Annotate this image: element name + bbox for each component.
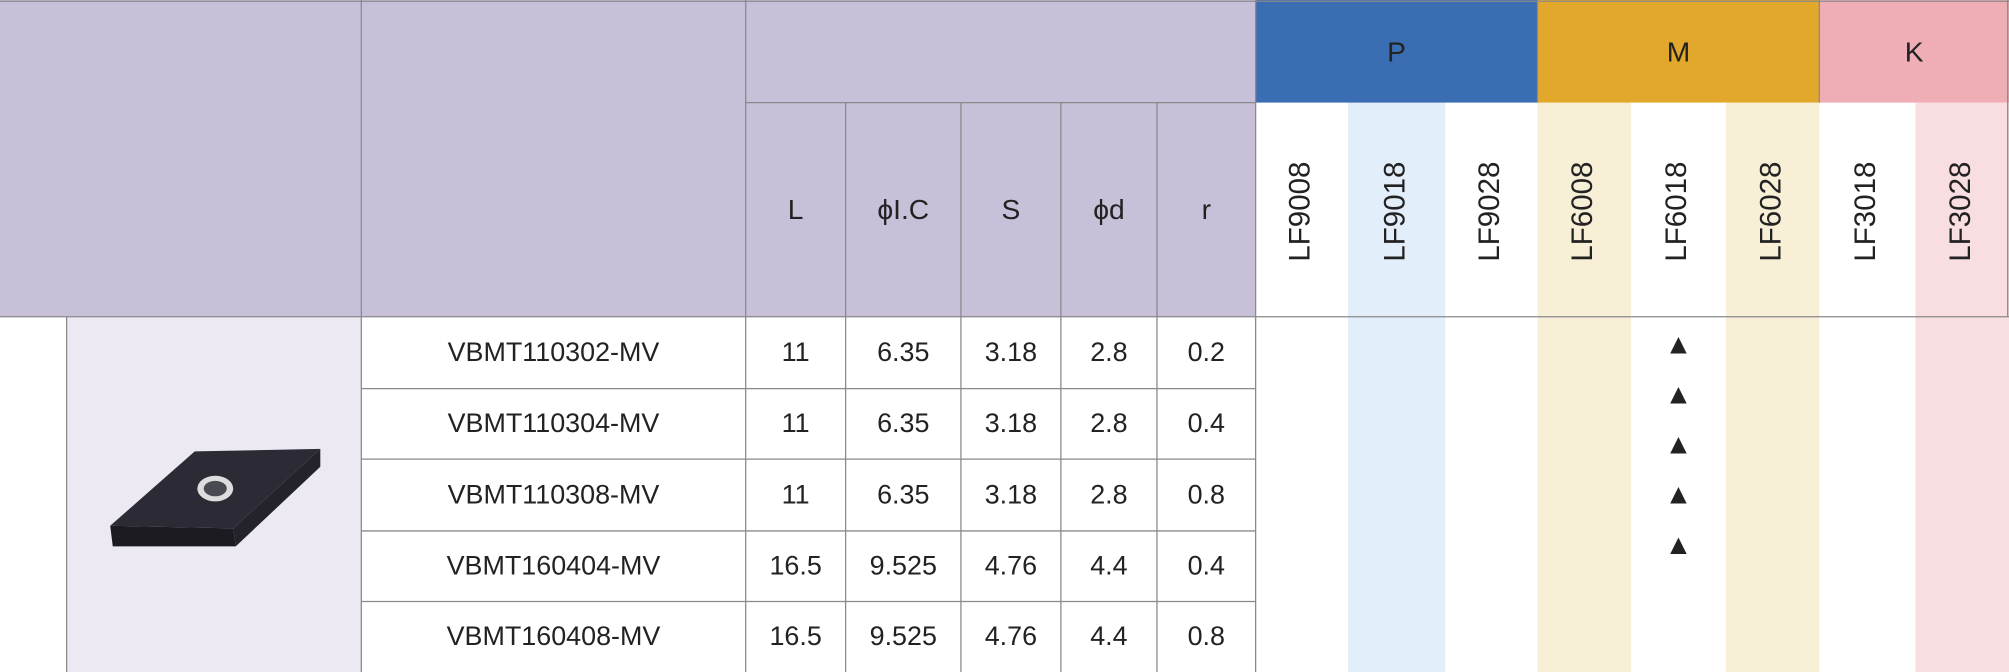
grade-column-bg <box>1537 102 1632 672</box>
dimension-value: 0.8 <box>1188 621 1225 651</box>
dimension-value: 3.18 <box>985 408 1037 438</box>
grade-label: LF6008 <box>1566 162 1599 262</box>
dimension-value: 2.8 <box>1090 479 1127 509</box>
grade-label: LF9018 <box>1378 162 1411 262</box>
group-label: P <box>1387 35 1406 67</box>
dimension-value: 16.5 <box>769 621 821 651</box>
dimension-value: 9.525 <box>870 551 937 581</box>
dimension-value: 3.18 <box>985 479 1037 509</box>
header-bg <box>0 0 1256 317</box>
dimension-value: 16.5 <box>769 551 821 581</box>
dimension-value: 6.35 <box>877 408 929 438</box>
dimension-value: 3.18 <box>985 337 1037 367</box>
group-label: K <box>1905 35 1924 67</box>
group-header <box>1255 0 1538 103</box>
dimension-value: 0.4 <box>1188 408 1225 438</box>
product-code: VBMT160404-MV <box>447 551 661 581</box>
product-code: VBMT160408-MV <box>447 621 661 651</box>
availability-mark: ▲ <box>1664 328 1692 360</box>
dimension-value: 11 <box>782 479 810 509</box>
grade-label: LF6018 <box>1660 162 1693 262</box>
product-code: VBMT110302-MV <box>448 337 660 367</box>
grade-label: LF3018 <box>1849 162 1882 262</box>
dimension-value: 11 <box>782 408 810 438</box>
dimension-value: 6.35 <box>877 337 929 367</box>
dimension-value: 4.4 <box>1090 551 1127 581</box>
insert-icon <box>110 448 321 547</box>
dimension-value: 0.2 <box>1188 337 1225 367</box>
dimension-value: 4.76 <box>985 551 1037 581</box>
dimension-value: 4.76 <box>985 621 1037 651</box>
dimension-value: 2.8 <box>1090 337 1127 367</box>
dimension-value: 11 <box>782 337 810 367</box>
dimension-label: S <box>1002 193 1021 225</box>
dimension-label: ϕI.C <box>877 193 929 225</box>
availability-mark: ▲ <box>1664 528 1692 560</box>
dimension-value: 0.8 <box>1188 479 1225 509</box>
dimension-label: L <box>788 193 804 225</box>
grade-label: LF3028 <box>1944 162 1977 262</box>
grade-column-bg <box>1725 102 1820 672</box>
group-header <box>1537 0 1820 103</box>
dimension-value: 2.8 <box>1090 408 1127 438</box>
product-code: VBMT110308-MV <box>448 479 660 509</box>
grade-label: LF9008 <box>1284 162 1317 262</box>
dimension-value: 4.4 <box>1090 621 1127 651</box>
dimension-label: r <box>1202 193 1211 225</box>
group-header <box>1819 0 2009 103</box>
dimension-value: 6.35 <box>877 479 929 509</box>
availability-mark: ▲ <box>1664 478 1692 510</box>
dimension-label: ϕd <box>1093 193 1124 225</box>
availability-mark: ▲ <box>1664 378 1692 410</box>
dimension-value: 0.4 <box>1188 551 1225 581</box>
group-label: M <box>1667 35 1690 67</box>
grade-label: LF9028 <box>1473 162 1506 262</box>
grade-column-bg <box>1915 102 2009 672</box>
grade-column-bg <box>1347 102 1446 672</box>
product-code: VBMT110304-MV <box>448 408 660 438</box>
availability-mark: ▲ <box>1664 428 1692 460</box>
dimension-value: 9.525 <box>870 621 937 651</box>
grade-label: LF6028 <box>1754 162 1787 262</box>
